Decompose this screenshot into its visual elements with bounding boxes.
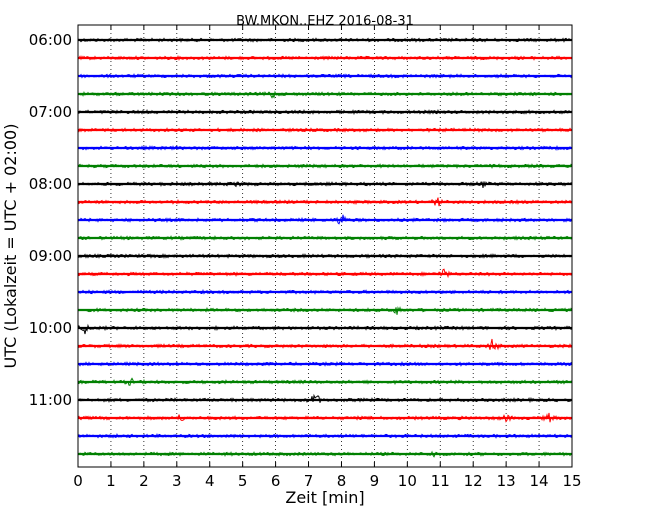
trace-06:00	[77, 37, 573, 43]
trace-06:45	[77, 90, 573, 99]
x-tick-label: 4	[205, 472, 215, 490]
trace-line	[77, 268, 573, 279]
x-tick-label: 1	[106, 472, 116, 490]
x-tick-label: 7	[304, 472, 314, 490]
y-tick-label: 11:00	[29, 391, 72, 409]
x-tick-label: 3	[172, 472, 182, 490]
plot-frame	[77, 24, 573, 468]
trace-09:15	[77, 268, 573, 279]
x-axis-label: Zeit [min]	[285, 488, 364, 507]
y-ticks: 06:00 07:00 08:00 09:00 10:00 11:00	[29, 31, 572, 409]
trace-07:15	[77, 127, 573, 133]
trace-10:45	[77, 377, 573, 386]
trace-11:00	[77, 393, 573, 404]
trace-11:45	[77, 450, 573, 458]
trace-06:15	[77, 54, 573, 61]
y-tick-label: 08:00	[29, 175, 72, 193]
trace-09:00	[77, 252, 573, 259]
trace-11:30	[77, 433, 573, 439]
x-tick-label: 15	[562, 472, 581, 490]
y-tick-label: 07:00	[29, 103, 72, 121]
x-tick-label: 9	[370, 472, 380, 490]
x-tick-label: 5	[238, 472, 248, 490]
trace-06:30	[77, 73, 573, 80]
y-axis-label: UTC (Lokalzeit = UTC + 02:00)	[1, 124, 20, 369]
x-tick-label: 8	[337, 472, 347, 490]
trace-line	[77, 338, 573, 351]
y-tick-label: 09:00	[29, 247, 72, 265]
trace-08:00	[77, 180, 573, 189]
trace-08:45	[77, 235, 573, 241]
x-tick-label: 14	[530, 472, 549, 490]
trace-10:30	[77, 360, 573, 367]
y-tick-label: 10:00	[29, 319, 72, 337]
trace-08:30	[77, 214, 573, 225]
trace-07:00	[77, 109, 573, 116]
trace-09:30	[77, 288, 573, 295]
grid-lines	[110, 25, 540, 467]
y-tick-label: 06:00	[29, 31, 72, 49]
trace-10:00	[77, 323, 573, 335]
x-tick-label: 2	[139, 472, 149, 490]
trace-11:15	[77, 412, 573, 423]
trace-line	[77, 323, 573, 335]
x-tick-label: 6	[271, 472, 281, 490]
trace-07:30	[77, 145, 573, 151]
x-tick-label: 0	[73, 472, 83, 490]
trace-08:15	[77, 197, 573, 207]
trace-07:45	[77, 163, 573, 169]
trace-line	[77, 163, 573, 169]
traces-group	[77, 37, 573, 458]
chart-title: BW.MKON..EHZ 2016-08-31	[236, 14, 414, 29]
trace-10:15	[77, 338, 573, 351]
x-tick-label: 11	[431, 472, 450, 490]
trace-09:45	[77, 306, 573, 315]
x-ticks: 0 1 2 3 4 5 6 7 8 9 10 11 12 13 14 15	[73, 25, 582, 490]
x-tick-label: 12	[464, 472, 483, 490]
x-tick-label: 13	[497, 472, 516, 490]
x-tick-label: 10	[398, 472, 417, 490]
